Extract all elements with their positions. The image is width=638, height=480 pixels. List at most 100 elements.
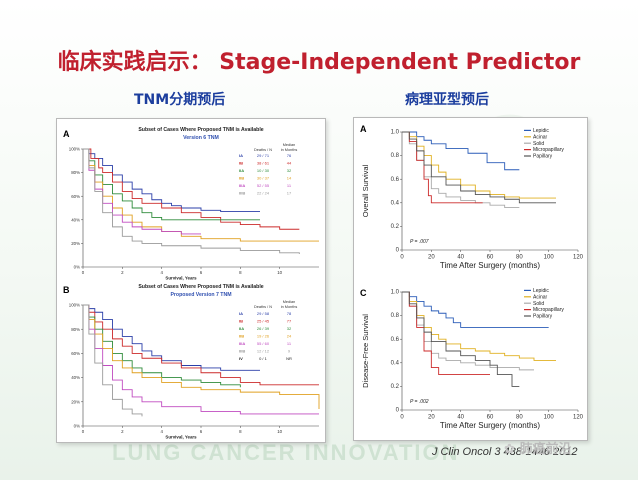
y-tick-label: 60% — [71, 194, 80, 199]
y-axis-label: Overall Survival — [361, 164, 370, 217]
legend-label: Papillary — [533, 314, 553, 320]
y-tick-label: 100% — [69, 147, 80, 152]
x-tick-label: 60 — [487, 415, 494, 421]
series-line-ib — [83, 304, 319, 386]
legend-header-deaths: Deaths / N — [254, 148, 272, 152]
legend-deaths: 22 / 24 — [257, 191, 270, 196]
x-tick-label: 100 — [544, 415, 555, 421]
legend-deaths: 30 / 37 — [257, 176, 270, 181]
x-axis-label: Time After Surgery (months) — [440, 261, 541, 270]
series-line-ia — [83, 304, 260, 371]
legend-deaths: 19 / 26 — [257, 334, 270, 339]
legend-header-median: Median — [283, 300, 295, 304]
y-axis-label: Disease-Free Survival — [361, 314, 370, 388]
series-line-iia — [83, 148, 260, 221]
legend-header-median: Median — [283, 143, 295, 147]
x-tick-label: 120 — [573, 255, 584, 261]
legend-label: Micropapillary — [533, 147, 564, 153]
x-axis-label: Survival, Years — [165, 275, 197, 280]
legend-header-median-unit: in Months — [281, 305, 298, 309]
legend-stage: IIIA — [239, 341, 245, 346]
x-tick-label: 120 — [573, 415, 584, 421]
legend-stage: IA — [239, 311, 243, 316]
panel-letter: A — [63, 129, 70, 139]
series-line-iib — [83, 304, 320, 410]
legend-header-median-unit: in Months — [281, 148, 298, 152]
legend-median: 32 — [287, 168, 292, 173]
panel-letter: C — [360, 288, 367, 298]
y-tick-label: 80% — [71, 170, 80, 175]
series-line-micropapillary — [402, 291, 490, 376]
legend-median: 32 — [287, 326, 292, 331]
x-tick-label: 0 — [82, 429, 85, 434]
x-tick-label: 4 — [160, 429, 163, 434]
legend-stage: IIA — [239, 168, 244, 173]
x-tick-label: 0 — [82, 270, 85, 275]
legend-median: 9 — [288, 349, 291, 354]
legend-median: 17 — [287, 191, 292, 196]
x-tick-label: 6 — [200, 429, 203, 434]
legend-label: Acinar — [533, 294, 548, 300]
x-tick-label: 2 — [121, 429, 124, 434]
chart-title: Subset of Cases Where Proposed TNM is Av… — [138, 127, 263, 133]
legend-stage: IIIB — [239, 349, 245, 354]
y-tick-label: 100% — [69, 303, 80, 308]
series-line-ia — [83, 148, 260, 212]
chart-subtitle: Version 6 TNM — [183, 135, 219, 141]
subtype-panel: A 0 0.2 0.4 0.6 0.8 1.0 0 20 40 60 80 100 120 Time Aft… — [353, 117, 588, 441]
x-tick-label: 2 — [121, 270, 124, 275]
y-tick-label: 0 — [396, 248, 400, 254]
p-value: P = .007 — [410, 239, 429, 245]
y-tick-label: 0.8 — [391, 153, 400, 159]
x-tick-label: 8 — [239, 429, 242, 434]
y-tick-label: 80% — [71, 327, 80, 332]
legend-median: 76 — [287, 153, 292, 158]
y-tick-label: 0.2 — [391, 224, 400, 230]
legend-deaths: 12 / 12 — [257, 349, 270, 354]
legend-label: Micropapillary — [533, 307, 564, 313]
overall-survival-chart: A 0 0.2 0.4 0.6 0.8 1.0 0 20 40 60 80 100 120 Time Aft… — [360, 124, 584, 270]
series-line-iiib — [83, 148, 300, 255]
x-tick-label: 10 — [277, 429, 282, 434]
series-line-papillary — [402, 291, 520, 387]
y-tick-label: 0% — [74, 265, 80, 270]
series-line-ib — [83, 148, 300, 230]
legend-deaths: 0 / 1 — [259, 356, 268, 361]
legend-median: 11 — [287, 183, 292, 188]
logo-text: 肺癌前沿 — [519, 442, 572, 457]
subtitle-right: 病理亚型预后 — [405, 92, 489, 108]
x-tick-label: 60 — [487, 255, 494, 261]
y-tick-label: 0.6 — [391, 177, 400, 183]
legend-stage: IIA — [239, 326, 244, 331]
x-tick-label: 20 — [428, 415, 435, 421]
y-tick-label: 20% — [71, 399, 80, 404]
legend-stage: IB — [239, 161, 243, 166]
legend-deaths: 38 / 61 — [257, 161, 270, 166]
disease-free-survival-chart: C 0 0.2 0.4 0.6 0.8 1.0 0 20 40 60 80 100 120 Time Aft… — [360, 288, 584, 430]
x-tick-label: 100 — [544, 255, 555, 261]
series-line-micropapillary — [402, 131, 483, 204]
legend-median: 77 — [287, 319, 292, 324]
legend-deaths: 10 / 30 — [257, 168, 270, 173]
legend-deaths: 55 / 60 — [257, 341, 270, 346]
y-tick-label: 1.0 — [391, 130, 400, 136]
wechat-logo: ✿ 肺癌前沿 — [504, 438, 571, 457]
legend-deaths: 26 / 39 — [257, 326, 270, 331]
series-line-iiib — [83, 304, 143, 417]
legend-stage: IA — [239, 153, 243, 158]
y-tick-label: 40% — [71, 375, 80, 380]
legend-deaths: 29 / 71 — [257, 153, 270, 158]
legend-stage: IIIB — [239, 191, 245, 196]
y-tick-label: 60% — [71, 351, 80, 356]
chart-subtitle: Proposed Version 7 TNM — [170, 292, 231, 298]
legend-label: Solid — [533, 141, 544, 147]
legend-deaths: 25 / 45 — [257, 319, 270, 324]
x-axis-label: Time After Surgery (months) — [440, 421, 541, 430]
chart-title: Subset of Cases Where Proposed TNM is Av… — [138, 284, 263, 290]
series-line-acinar — [402, 131, 556, 199]
y-tick-label: 0.4 — [391, 200, 400, 206]
series-line-solid — [402, 291, 534, 371]
series-line-solid — [402, 131, 520, 208]
legend-label: Solid — [533, 301, 544, 307]
y-tick-label: 1.0 — [391, 290, 400, 296]
